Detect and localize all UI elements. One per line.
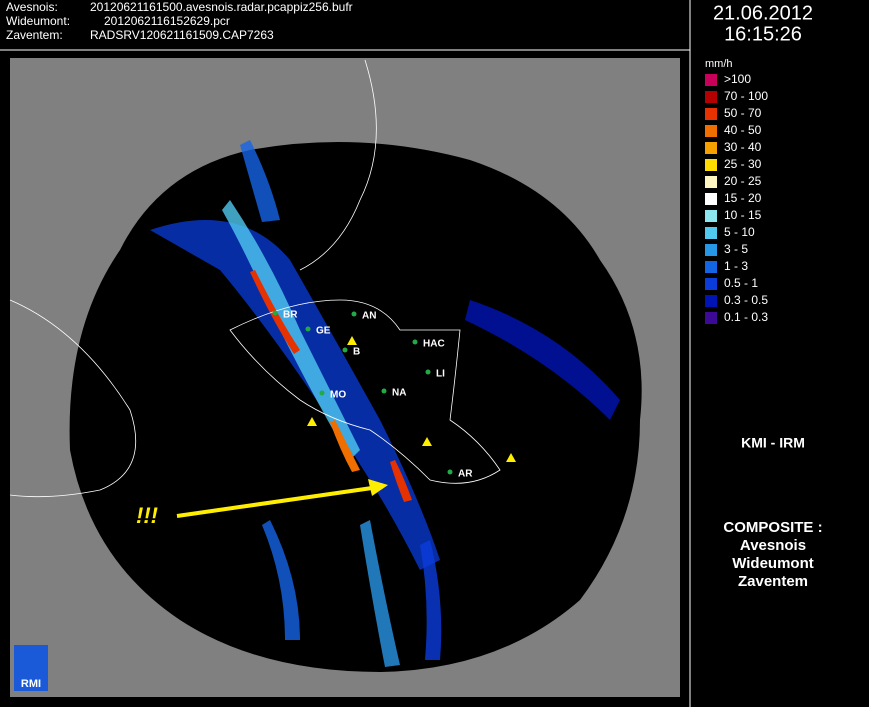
rain-band (240, 140, 280, 222)
rain-band (222, 200, 360, 460)
legend-label: 30 - 40 (724, 140, 762, 154)
legend-label: 0.1 - 0.3 (724, 310, 768, 324)
legend-label: 25 - 30 (724, 157, 762, 171)
city-dot (425, 369, 431, 375)
city-dot (342, 347, 348, 353)
legend-swatch (705, 210, 717, 222)
city-label: GE (316, 326, 331, 337)
city-dot (319, 390, 325, 396)
composite-line: Zaventem (738, 573, 808, 590)
city-label: AR (458, 469, 473, 480)
legend-swatch (705, 159, 717, 171)
source-file: 2012062116152629.pcr (104, 14, 230, 28)
rain-band (465, 300, 620, 420)
source-file: 20120621161500.avesnois.radar.pcappiz256… (90, 0, 353, 14)
legend-label: 1 - 3 (724, 259, 748, 273)
city-label: NA (392, 388, 406, 399)
city-dot (412, 339, 418, 345)
city-label: LI (436, 369, 445, 380)
legend-label: 50 - 70 (724, 106, 762, 120)
city-label: MO (330, 390, 346, 401)
legend-label: 70 - 100 (724, 89, 768, 103)
legend-label: 5 - 10 (724, 225, 755, 239)
radar-sites (307, 336, 516, 462)
legend-unit: mm/h (705, 58, 733, 70)
legend-swatch (705, 295, 717, 307)
legend-swatch (705, 125, 717, 137)
rain-band (420, 540, 442, 660)
border (229, 299, 501, 484)
city-dot (305, 326, 311, 332)
legend-label: >100 (724, 72, 751, 86)
legend-swatch (705, 261, 717, 273)
legend-swatch (705, 278, 717, 290)
source-label: Wideumont: (6, 14, 70, 28)
coast (299, 59, 377, 271)
legend-swatch (705, 312, 717, 324)
source-file: RADSRV120621161509.CAP7263 (90, 28, 274, 42)
arrow-head (368, 479, 388, 496)
composite-line: Avesnois (740, 537, 806, 554)
legend-label: 3 - 5 (724, 242, 748, 256)
arrow (176, 486, 373, 518)
time: 16:15:26 (724, 23, 802, 45)
coast (9, 299, 137, 498)
composite-line: COMPOSITE : (723, 519, 822, 536)
borders (9, 59, 501, 498)
rain-band (360, 520, 400, 667)
legend-label: 15 - 20 (724, 191, 762, 205)
legend-label: 20 - 25 (724, 174, 762, 188)
date: 21.06.2012 (713, 2, 813, 24)
legend-swatch (705, 193, 717, 205)
rain-band (150, 220, 440, 570)
city-dot (272, 310, 278, 316)
legend-swatch (705, 91, 717, 103)
legend-swatch (705, 176, 717, 188)
legend-swatch (705, 227, 717, 239)
legend-label: 40 - 50 (724, 123, 762, 137)
organisation: KMI - IRM (741, 435, 805, 451)
legend-swatch (705, 108, 717, 120)
legend-swatch (705, 74, 717, 86)
source-label: Avesnois: (6, 0, 58, 14)
rain-core (330, 420, 360, 472)
legend-label: 10 - 15 (724, 208, 762, 222)
radar-site (422, 437, 432, 446)
city-label: AN (362, 311, 376, 322)
radar-site (307, 417, 317, 426)
city-label: HAC (423, 339, 445, 350)
city-dot (447, 469, 453, 475)
composite-line: Wideumont (732, 555, 814, 572)
city-label: B (353, 347, 360, 358)
logo (14, 645, 48, 691)
legend-swatch (705, 142, 717, 154)
city-label: BR (283, 310, 298, 321)
annotation: !!! (136, 503, 158, 528)
rain-core (390, 460, 412, 502)
logo-text: RMI (21, 678, 41, 690)
radar-site (506, 453, 516, 462)
legend-swatch (705, 244, 717, 256)
legend-label: 0.5 - 1 (724, 276, 758, 290)
city-dot (351, 311, 357, 317)
legend-label: 0.3 - 0.5 (724, 293, 768, 307)
radar-site (347, 336, 357, 345)
source-label: Zaventem: (6, 28, 63, 42)
rain-band (262, 520, 300, 640)
precipitation (150, 140, 620, 667)
city-dot (381, 388, 387, 394)
